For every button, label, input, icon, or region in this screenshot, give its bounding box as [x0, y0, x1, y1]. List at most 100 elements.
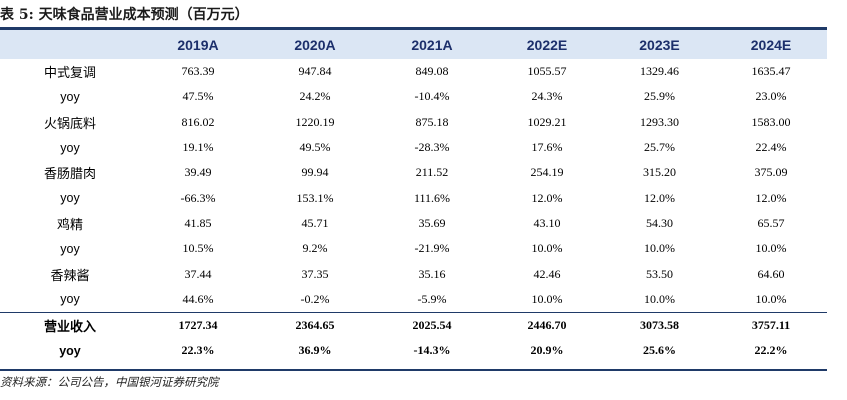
- value-cell: 211.52: [415, 165, 449, 180]
- value-cell: 10.0%: [531, 241, 563, 256]
- cost-forecast-table: 2019A 2020A 2021A 2022E 2023E 2024E 中式复调…: [0, 30, 827, 364]
- value-cell: 1583.00: [751, 114, 791, 129]
- value-cell: 1293.30: [640, 114, 679, 129]
- value-cell: 37.35: [301, 266, 329, 281]
- table-row: yoy 19.1% 49.5% -28.3% 17.6% 25.7% 22.4%: [0, 135, 827, 160]
- value-cell: 53.50: [646, 266, 673, 281]
- value-cell: 23.0%: [755, 89, 787, 104]
- value-cell: 849.08: [415, 64, 449, 79]
- value-cell: 17.6%: [531, 140, 563, 155]
- table-row: 营业收入 1727.34 2364.65 2025.54 2446.70 3073.58 3…: [0, 311, 827, 339]
- row-label: 营业收入: [0, 311, 140, 339]
- table-row: yoy 10.5% 9.2% -21.9% 10.0% 10.0% 10.0%: [0, 236, 827, 261]
- value-cell: 10.0%: [755, 241, 787, 256]
- value-cell: 1220.19: [295, 114, 335, 129]
- value-cell: 22.3%: [181, 343, 215, 358]
- value-cell: 12.0%: [644, 190, 675, 205]
- value-cell: 254.19: [530, 165, 564, 180]
- value-cell: 3073.58: [604, 311, 715, 339]
- value-cell: 19.1%: [182, 140, 214, 155]
- value-cell: 1727.34: [140, 311, 256, 339]
- table-row: 中式复调 763.39 947.84 849.08 1055.57 1329.46 1635…: [0, 59, 827, 84]
- value-cell: 64.60: [757, 266, 785, 281]
- value-cell: 49.5%: [299, 140, 331, 155]
- row-label: 中式复调: [43, 66, 96, 82]
- value-cell: 42.46: [533, 266, 561, 281]
- value-cell: 1329.46: [640, 64, 679, 79]
- value-cell: 22.2%: [754, 343, 788, 358]
- table-title: 表 5: 天味食品营业成本预测（百万元）: [0, 7, 249, 23]
- value-cell: 763.39: [181, 64, 215, 79]
- source-note: 资料来源：公司公告，中国银河证券研究院: [0, 375, 219, 389]
- value-cell: 41.85: [184, 215, 212, 230]
- table-row: 香辣酱 37.44 37.35 35.16 42.46 53.50 64.60: [0, 261, 827, 286]
- row-label: yoy: [60, 140, 80, 155]
- value-cell: 24.3%: [531, 89, 563, 104]
- value-cell: 44.6%: [182, 291, 214, 306]
- value-cell: 375.09: [754, 165, 788, 180]
- value-cell: 22.4%: [755, 140, 787, 155]
- row-label: 香肠腊肉: [43, 167, 96, 183]
- value-cell: 153.1%: [296, 190, 334, 205]
- value-cell: -28.3%: [414, 140, 450, 155]
- value-cell: 12.0%: [755, 190, 787, 205]
- value-cell: -5.9%: [417, 291, 447, 306]
- value-cell: 24.2%: [299, 89, 331, 104]
- value-cell: -66.3%: [180, 190, 216, 205]
- value-cell: 10.0%: [531, 291, 563, 306]
- row-label: yoy: [59, 343, 81, 358]
- row-label: yoy: [60, 241, 80, 256]
- value-cell: 10.0%: [644, 241, 675, 256]
- value-cell: 1635.47: [751, 64, 791, 79]
- value-cell: 816.02: [181, 114, 215, 129]
- header-row: 2019A 2020A 2021A 2022E 2023E 2024E: [0, 30, 827, 59]
- row-label: yoy: [60, 292, 80, 307]
- value-cell: -10.4%: [414, 89, 450, 104]
- bottom-rule: [0, 369, 827, 371]
- value-cell: -21.9%: [414, 241, 450, 256]
- value-cell: 65.57: [757, 215, 785, 230]
- value-cell: 10.0%: [644, 291, 675, 306]
- value-cell: 315.20: [643, 165, 676, 180]
- value-cell: 35.16: [418, 266, 446, 281]
- value-cell: 12.0%: [531, 190, 563, 205]
- value-cell: -0.2%: [300, 291, 330, 306]
- header-cell-blank: [0, 30, 140, 59]
- value-cell: 43.10: [533, 215, 561, 230]
- value-cell: 2025.54: [374, 311, 490, 339]
- header-cell-2020a: 2020A: [256, 30, 374, 59]
- value-cell: 2364.65: [256, 311, 374, 339]
- value-cell: 35.69: [418, 215, 446, 230]
- header-cell-2022e: 2022E: [490, 30, 604, 59]
- value-cell: 1029.21: [527, 114, 567, 129]
- value-cell: 10.5%: [182, 241, 214, 256]
- value-cell: 9.2%: [302, 241, 328, 256]
- header-cell-2024e: 2024E: [715, 30, 827, 59]
- value-cell: 54.30: [646, 215, 673, 230]
- row-label: yoy: [60, 89, 80, 104]
- top-rule: [0, 27, 827, 30]
- value-cell: 39.49: [184, 165, 212, 180]
- row-label: yoy: [60, 191, 80, 206]
- value-cell: 25.7%: [644, 140, 675, 155]
- table-row: 鸡精 41.85 45.71 35.69 43.10 54.30 65.57: [0, 211, 827, 236]
- value-cell: 99.94: [301, 165, 329, 180]
- table-row: yoy 44.6% -0.2% -5.9% 10.0% 10.0% 10.0%: [0, 287, 827, 313]
- value-cell: 875.18: [415, 114, 449, 129]
- row-label: 香辣酱: [50, 268, 90, 284]
- value-cell: 37.44: [184, 266, 212, 281]
- value-cell: 3757.11: [715, 311, 827, 339]
- row-label: 鸡精: [56, 217, 83, 233]
- row-label: 火锅底料: [43, 116, 96, 132]
- value-cell: 25.9%: [644, 89, 675, 104]
- value-cell: 47.5%: [182, 89, 214, 104]
- value-cell: 36.9%: [298, 343, 332, 358]
- value-cell: 1055.57: [527, 64, 567, 79]
- table-row: yoy -66.3% 153.1% 111.6% 12.0% 12.0% 12.0%: [0, 185, 827, 210]
- value-cell: 20.9%: [530, 343, 564, 358]
- value-cell: -14.3%: [413, 343, 451, 358]
- table-row: 火锅底料 816.02 1220.19 875.18 1029.21 1293.30 158…: [0, 110, 827, 135]
- value-cell: 111.6%: [413, 190, 451, 205]
- header-cell-2021a: 2021A: [374, 30, 490, 59]
- value-cell: 10.0%: [755, 291, 787, 306]
